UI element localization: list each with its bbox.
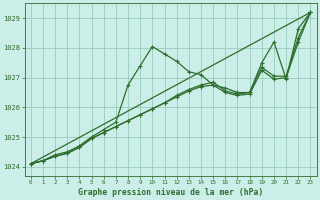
X-axis label: Graphe pression niveau de la mer (hPa): Graphe pression niveau de la mer (hPa) <box>78 188 263 197</box>
